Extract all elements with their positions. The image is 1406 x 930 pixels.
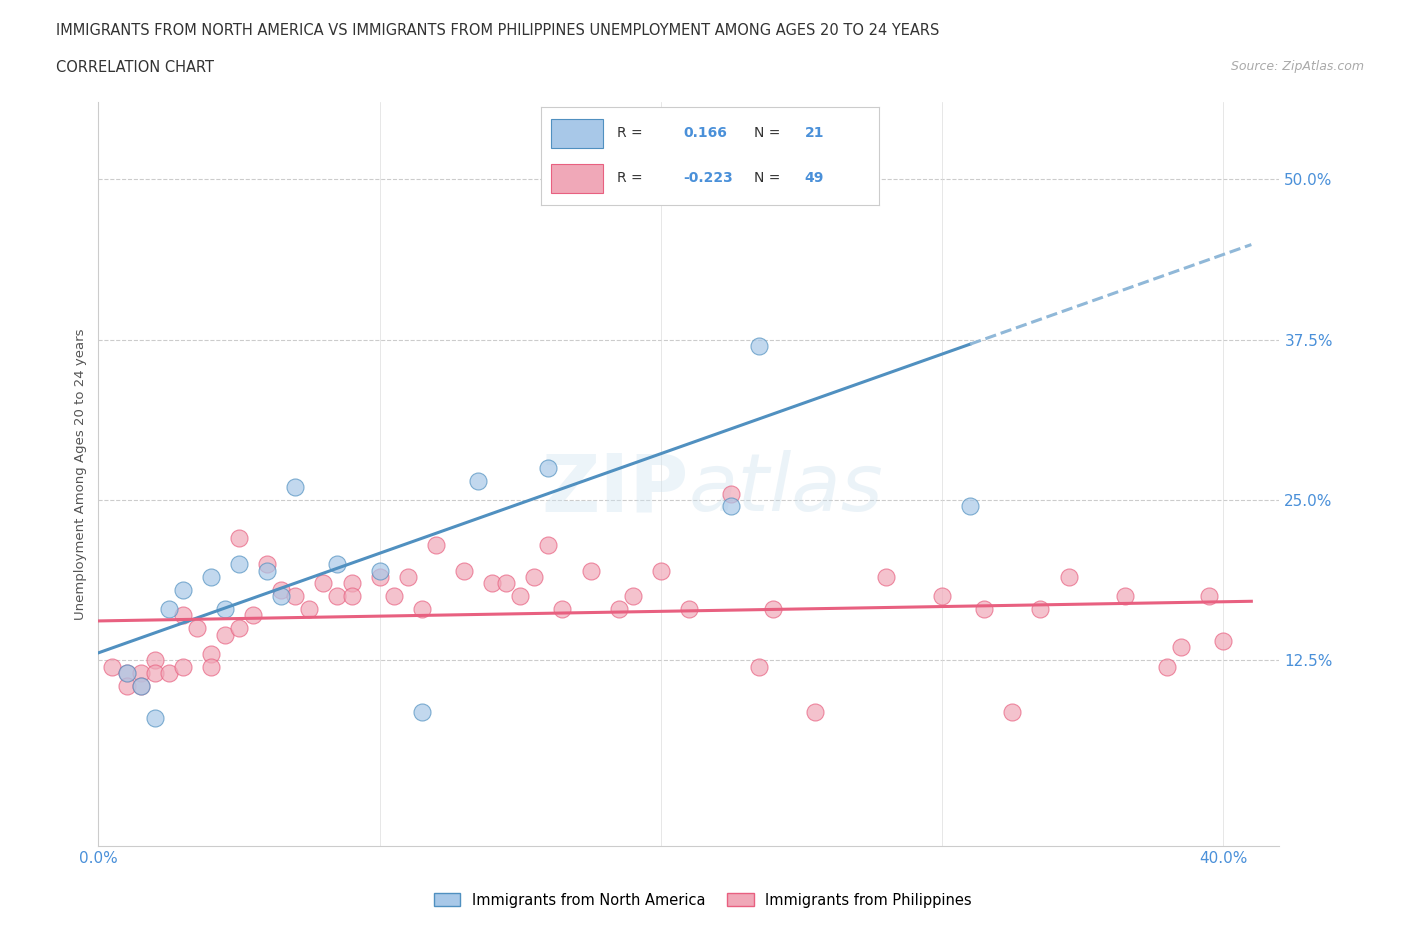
Point [200, 659, 222, 674]
Text: 21: 21 [804, 126, 824, 140]
Text: CORRELATION CHART: CORRELATION CHART [56, 60, 214, 75]
Point [1001, 704, 1024, 719]
Point [200, 646, 222, 661]
Point [537, 460, 560, 475]
Point [129, 679, 152, 694]
Point [256, 563, 278, 578]
Point [1057, 569, 1080, 584]
Point [1114, 589, 1136, 604]
Point [607, 602, 630, 617]
Text: Source: ZipAtlas.com: Source: ZipAtlas.com [1230, 60, 1364, 73]
Point [411, 704, 433, 719]
Point [762, 602, 785, 617]
Text: R =: R = [617, 126, 643, 140]
Point [382, 589, 405, 604]
Point [172, 608, 194, 623]
Point [214, 627, 236, 642]
Point [340, 589, 363, 604]
Point [172, 582, 194, 597]
Point [467, 473, 489, 488]
Point [284, 589, 307, 604]
Point [720, 486, 742, 501]
Point [326, 589, 349, 604]
Point [523, 569, 546, 584]
Point [143, 653, 166, 668]
Text: N =: N = [754, 126, 780, 140]
Point [326, 557, 349, 572]
Point [284, 480, 307, 495]
Point [172, 659, 194, 674]
Point [368, 563, 391, 578]
Text: ZIP: ZIP [541, 450, 689, 528]
Point [425, 538, 447, 552]
Bar [551, 164, 603, 193]
Point [973, 602, 995, 617]
Legend: Immigrants from North America, Immigrants from Philippines: Immigrants from North America, Immigrant… [429, 886, 977, 913]
Point [776, 185, 799, 200]
Point [200, 569, 222, 584]
Point [228, 621, 250, 636]
Y-axis label: Unemployment Among Ages 20 to 24 years: Unemployment Among Ages 20 to 24 years [75, 328, 87, 620]
Point [270, 582, 292, 597]
Point [411, 602, 433, 617]
Point [1170, 640, 1192, 655]
Point [396, 569, 419, 584]
Point [143, 711, 166, 725]
Point [1198, 589, 1220, 604]
Point [157, 602, 180, 617]
Point [340, 576, 363, 591]
Point [129, 666, 152, 681]
Bar [551, 119, 603, 148]
Point [1212, 633, 1234, 648]
Point [312, 576, 335, 591]
Point [453, 563, 475, 578]
Point [509, 589, 531, 604]
Text: IMMIGRANTS FROM NORTH AMERICA VS IMMIGRANTS FROM PHILIPPINES UNEMPLOYMENT AMONG : IMMIGRANTS FROM NORTH AMERICA VS IMMIGRA… [56, 23, 939, 38]
Point [804, 704, 827, 719]
Point [214, 602, 236, 617]
Point [115, 666, 138, 681]
Point [270, 589, 292, 604]
Point [129, 679, 152, 694]
Point [621, 589, 644, 604]
Point [678, 602, 700, 617]
Point [579, 563, 602, 578]
Point [186, 621, 208, 636]
Point [495, 576, 517, 591]
Text: 49: 49 [804, 171, 824, 185]
Point [242, 608, 264, 623]
Point [157, 666, 180, 681]
Text: N =: N = [754, 171, 780, 185]
Point [101, 659, 124, 674]
Point [368, 569, 391, 584]
Point [481, 576, 503, 591]
Point [115, 679, 138, 694]
Point [537, 538, 560, 552]
Point [228, 531, 250, 546]
Point [551, 602, 574, 617]
Point [720, 498, 742, 513]
Point [256, 557, 278, 572]
Point [1156, 659, 1178, 674]
Point [875, 569, 897, 584]
Point [748, 659, 770, 674]
Point [748, 339, 770, 353]
Point [115, 666, 138, 681]
Point [143, 666, 166, 681]
Text: -0.223: -0.223 [683, 171, 733, 185]
Text: 0.166: 0.166 [683, 126, 727, 140]
Point [650, 563, 672, 578]
Point [1029, 602, 1052, 617]
Text: R =: R = [617, 171, 643, 185]
Point [959, 498, 981, 513]
Point [931, 589, 953, 604]
Point [228, 557, 250, 572]
Text: atlas: atlas [689, 450, 884, 528]
Point [298, 602, 321, 617]
